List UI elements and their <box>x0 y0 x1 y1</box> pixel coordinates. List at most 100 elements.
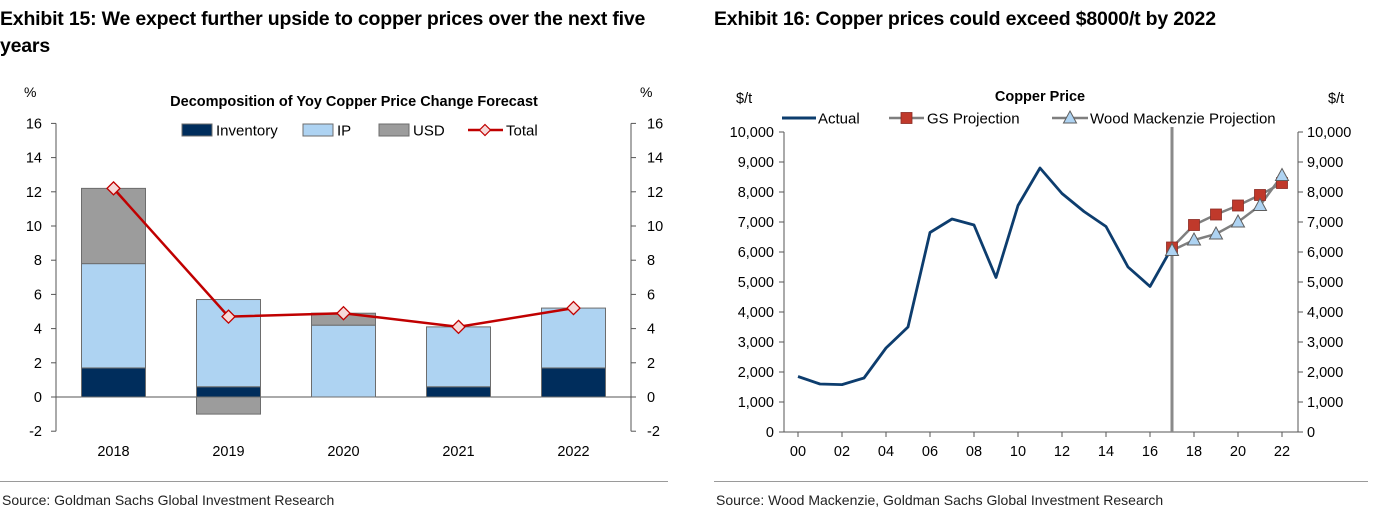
y-tick-label-left: 8,000 <box>738 185 774 201</box>
y-tick-label-right: 2,000 <box>1307 365 1343 381</box>
x-tick-label: 10 <box>1010 444 1026 460</box>
legend-marker-wm <box>1062 109 1078 124</box>
series-line-actual <box>797 166 1174 387</box>
legend-label-total: Total <box>506 123 538 140</box>
point-gs-2019 <box>1210 208 1222 221</box>
point-total-2020 <box>336 305 351 321</box>
y-tick-label-left: -2 <box>29 424 42 440</box>
x-tick-label: 14 <box>1098 444 1114 460</box>
x-tick-label: 02 <box>834 444 850 460</box>
legend-swatch-usd <box>378 123 410 137</box>
y-tick-label-left: 0 <box>34 390 42 406</box>
legend-marker-total <box>478 123 492 137</box>
y-tick-label-left: 5,000 <box>738 275 774 291</box>
y-tick-label-left: 14 <box>26 151 42 167</box>
bar-ip-2021 <box>426 326 491 388</box>
legend-label-inventory: Inventory <box>216 123 278 140</box>
legend-marker-gs <box>900 112 913 124</box>
point-wm-2017 <box>1164 242 1180 256</box>
x-tick-label: 08 <box>966 444 982 460</box>
bar-inventory-2019 <box>196 386 261 398</box>
legend-label-ip: IP <box>337 123 351 140</box>
point-wm-2022 <box>1274 167 1290 181</box>
bar-ip-2022 <box>541 307 606 369</box>
y-tick-label-right: -2 <box>647 424 660 440</box>
y-tick-label-left: 6 <box>34 287 42 303</box>
exhibit-16-divider <box>714 481 1368 482</box>
x-tick-label: 2019 <box>212 444 244 460</box>
y-tick-label-right: 14 <box>647 151 663 167</box>
y-axis-unit-left: $/t <box>736 91 752 107</box>
point-total-2019 <box>221 309 236 325</box>
y-tick-label-left: 10,000 <box>730 125 774 141</box>
x-tick-label: 2022 <box>557 444 589 460</box>
y-tick-label-left: 16 <box>26 116 42 132</box>
y-tick-label-left: 1,000 <box>738 395 774 411</box>
y-tick-label-right: 8 <box>647 253 655 269</box>
y-tick-label-right: 6,000 <box>1307 245 1343 261</box>
exhibit-15-source: Source: Goldman Sachs Global Investment … <box>2 492 335 508</box>
copper-decomposition-chart: Decomposition of Yoy Copper Price Change… <box>24 84 663 460</box>
y-axis-unit-left: % <box>24 84 36 100</box>
exhibit-15-divider <box>0 481 668 482</box>
bar-inventory-2022 <box>541 367 606 398</box>
y-tick-label-right: 9,000 <box>1307 155 1343 171</box>
x-tick-label: 22 <box>1274 444 1290 460</box>
y-tick-label-left: 2,000 <box>738 365 774 381</box>
y-axis-unit-right: $/t <box>1328 91 1344 107</box>
bar-ip-2020 <box>311 324 376 398</box>
point-wm-2019 <box>1208 225 1224 240</box>
x-tick-label: 2018 <box>97 444 129 460</box>
legend-label-gs: GS Projection <box>927 111 1020 128</box>
y-tick-label-right: 0 <box>1307 425 1315 441</box>
x-tick-label: 04 <box>878 444 894 460</box>
legend-swatch-ip <box>302 123 334 137</box>
point-total-2022 <box>566 300 581 316</box>
point-gs-2018 <box>1188 219 1200 231</box>
legend-label-actual: Actual <box>818 111 860 128</box>
y-tick-label-right: 6 <box>647 287 655 303</box>
y-tick-label-right: 8,000 <box>1307 185 1343 201</box>
y-tick-label-left: 10 <box>26 219 42 235</box>
chart-title: Decomposition of Yoy Copper Price Change… <box>170 94 538 110</box>
y-tick-label-left: 2 <box>34 356 42 372</box>
y-tick-label-right: 10,000 <box>1307 125 1351 141</box>
x-tick-label: 20 <box>1230 444 1246 460</box>
y-tick-label-left: 0 <box>766 425 774 441</box>
x-tick-label: 12 <box>1054 444 1070 460</box>
y-tick-label-right: 3,000 <box>1307 335 1343 351</box>
point-total-2021 <box>451 319 466 335</box>
exhibit-16-source: Source: Wood Mackenzie, Goldman Sachs Gl… <box>716 492 1164 508</box>
chart-title: Copper Price <box>995 89 1085 105</box>
y-tick-label-left: 8 <box>34 253 42 269</box>
legend-swatch-inventory <box>181 123 213 137</box>
bar-usd-2019 <box>196 396 261 415</box>
bar-inventory-2021 <box>426 386 491 398</box>
bar-ip-2018 <box>81 263 146 369</box>
point-wm-2021 <box>1252 197 1268 211</box>
x-tick-label: 00 <box>790 444 806 460</box>
point-total-2018 <box>106 180 121 196</box>
y-tick-label-left: 3,000 <box>738 335 774 351</box>
series-line-wood-mackenzie <box>1171 174 1284 252</box>
y-tick-label-left: 6,000 <box>738 245 774 261</box>
y-tick-label-right: 4 <box>647 322 655 338</box>
y-tick-label-right: 2 <box>647 356 655 372</box>
x-tick-label: 06 <box>922 444 938 460</box>
legend-label-wm: Wood Mackenzie Projection <box>1090 111 1276 128</box>
x-tick-label: 18 <box>1186 444 1202 460</box>
point-gs-2020 <box>1232 199 1244 212</box>
y-tick-label-right: 1,000 <box>1307 395 1343 411</box>
bar-usd-2018 <box>81 187 146 265</box>
y-tick-label-left: 7,000 <box>738 215 774 231</box>
y-tick-label-right: 5,000 <box>1307 275 1343 291</box>
y-tick-label-right: 4,000 <box>1307 305 1343 321</box>
legend-label-usd: USD <box>413 123 445 140</box>
x-tick-label: 2020 <box>327 444 359 460</box>
y-tick-label-left: 4,000 <box>738 305 774 321</box>
y-tick-label-right: 0 <box>647 390 655 406</box>
y-axis-unit-right: % <box>640 84 652 100</box>
bar-inventory-2018 <box>81 367 146 398</box>
y-tick-label-left: 12 <box>26 185 42 201</box>
y-tick-label-right: 12 <box>647 185 663 201</box>
